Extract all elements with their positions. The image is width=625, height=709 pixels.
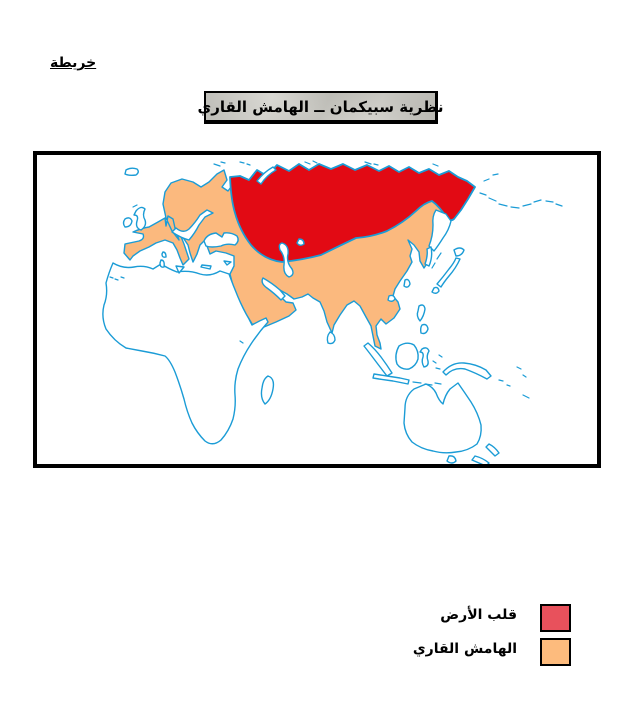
map-title: نظرية سبيكمان ــ الهامش القاري xyxy=(197,97,444,116)
lesser-sunda-islands xyxy=(412,381,442,386)
crete xyxy=(200,264,212,270)
sakhalin-island xyxy=(424,246,433,267)
legend-label-rimland: الهامش القاري xyxy=(412,641,517,657)
map-frame xyxy=(33,151,601,468)
cyprus xyxy=(223,260,232,266)
aral-sea xyxy=(296,238,305,246)
map-title-box: نظرية سبيكمان ــ الهامش القاري xyxy=(197,91,444,124)
heartland-blob xyxy=(229,163,476,263)
philippines-mindanao xyxy=(419,323,429,335)
taiwan xyxy=(403,278,411,288)
page-label: خريطة xyxy=(50,55,97,71)
lake-victoria xyxy=(239,340,244,344)
new-guinea xyxy=(442,362,492,380)
iceland xyxy=(124,167,139,177)
great-britain xyxy=(133,206,147,231)
kuril-islands xyxy=(431,252,442,269)
legend-label-heartland: قلب الأرض xyxy=(440,607,517,623)
ireland xyxy=(122,217,133,228)
small-islands xyxy=(109,160,563,399)
legend-swatch-heartland xyxy=(540,604,571,632)
hebrides xyxy=(132,204,138,208)
corsica xyxy=(161,251,167,258)
japan-hokkaido xyxy=(453,247,465,257)
caspian-sea xyxy=(278,242,294,278)
sri-lanka xyxy=(326,331,336,345)
sardinia xyxy=(159,259,165,268)
new-zealand-south xyxy=(471,455,490,464)
australia xyxy=(403,382,482,454)
moluccas xyxy=(432,354,443,370)
map-content xyxy=(102,160,563,464)
tasmania xyxy=(446,455,457,464)
hainan xyxy=(387,294,396,302)
outlined-landmasses xyxy=(102,166,500,464)
borneo xyxy=(395,342,419,370)
new-zealand-north xyxy=(485,443,500,457)
inland-seas xyxy=(171,209,452,301)
africa xyxy=(102,262,269,445)
java xyxy=(372,373,410,385)
canary-islands xyxy=(109,276,125,281)
world-map xyxy=(102,160,563,464)
philippines-luzon xyxy=(416,304,426,322)
bering-islands xyxy=(479,173,563,209)
black-sea xyxy=(203,232,239,248)
novaya-zemlya xyxy=(256,166,277,185)
baltic-sea xyxy=(171,209,214,241)
japan-honshu xyxy=(436,257,461,288)
heartland-region xyxy=(229,163,476,263)
melanesia-islands xyxy=(498,366,530,399)
legend-swatch-rimland xyxy=(540,638,571,666)
japan-kyushu xyxy=(431,286,440,294)
okhotsk-kamchatka xyxy=(428,209,452,252)
sicily xyxy=(175,265,185,274)
persian-gulf xyxy=(261,277,286,301)
arctic-islands xyxy=(213,160,439,167)
madagascar xyxy=(260,375,275,405)
sulawesi xyxy=(419,347,430,368)
